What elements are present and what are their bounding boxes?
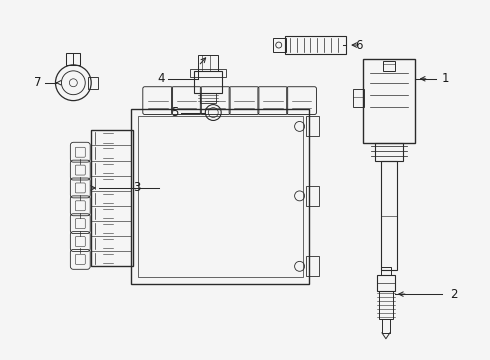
Text: 5: 5 — [171, 106, 178, 119]
Bar — [191, 69, 226, 77]
Bar — [198, 55, 218, 71]
Text: 6: 6 — [355, 39, 363, 51]
Bar — [363, 59, 415, 143]
Bar — [353, 89, 364, 107]
Bar — [91, 130, 133, 266]
Bar — [381, 267, 391, 275]
Bar — [88, 77, 98, 89]
Bar — [306, 256, 319, 276]
Text: 7: 7 — [34, 76, 42, 89]
Bar — [381, 161, 397, 270]
Text: 3: 3 — [133, 181, 141, 194]
Bar — [285, 36, 346, 54]
Text: 4: 4 — [157, 72, 165, 85]
Bar — [273, 38, 286, 52]
Bar — [375, 143, 403, 161]
Bar — [138, 116, 302, 277]
Bar — [66, 53, 80, 65]
Bar — [379, 291, 393, 319]
Text: 1: 1 — [441, 72, 449, 85]
Bar — [131, 109, 310, 284]
Text: 2: 2 — [450, 288, 458, 301]
Bar — [306, 117, 319, 136]
Bar — [383, 61, 395, 71]
Bar — [306, 186, 319, 206]
Bar — [200, 93, 216, 103]
Bar — [195, 71, 222, 93]
Bar — [377, 275, 395, 291]
